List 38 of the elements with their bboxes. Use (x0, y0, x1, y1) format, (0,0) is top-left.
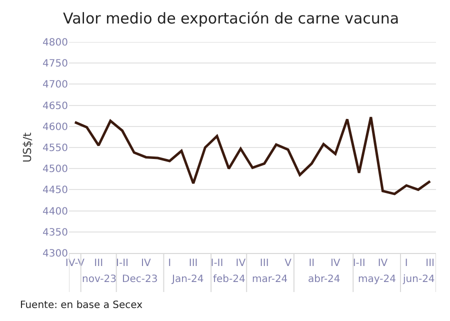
y-tick-label: 4400 (42, 206, 68, 218)
text: jun-24 (402, 274, 435, 285)
x-tick-label: III (94, 258, 104, 269)
x-tick-label: II (308, 258, 315, 269)
x-tick-label: III (426, 258, 435, 269)
y-tick-label: 4300 (42, 248, 68, 260)
y-tick-label: 4600 (42, 122, 68, 133)
y-tick-label: 4700 (42, 80, 68, 91)
text: abr-24 (308, 274, 340, 285)
x-tick-label: I-II (210, 258, 224, 269)
y-tick-label: 4800 (42, 38, 68, 48)
x-tick-label: IV (236, 258, 246, 269)
y-tick-label: 4650 (42, 100, 68, 112)
y-tick-label: 4350 (42, 227, 68, 238)
x-tick-label: III (188, 258, 198, 269)
text: nov-23 (82, 274, 116, 285)
x-tick-label: IV (378, 258, 388, 269)
x-tick-label: I-II (116, 258, 129, 269)
text: Dec-23 (122, 274, 158, 285)
x-tick-label: I (168, 258, 172, 269)
text: Jan-24 (171, 274, 204, 285)
source-note: Fuente: en base a Secex (20, 300, 143, 311)
y-tick-label: 4550 (42, 143, 68, 154)
chart-title: Valor medio de exportación de carne vacuna (63, 9, 400, 28)
text: feb-24 (213, 274, 246, 285)
x-tick-label: I (404, 258, 408, 269)
text: may-24 (358, 274, 396, 285)
x-tick-label: V (284, 258, 292, 269)
text: mar-24 (252, 274, 288, 285)
x-tick-label: IV (330, 258, 340, 269)
x-tick-label: III (260, 258, 269, 269)
y-axis-title: US$/t (21, 132, 34, 163)
y-tick-label: 4450 (42, 185, 68, 196)
y-tick-label: 4500 (42, 164, 68, 176)
y-tick-label: 4750 (42, 58, 68, 70)
line-series (74, 116, 432, 196)
x-tick-label: IV (141, 258, 151, 269)
x-tick-label: I-II (352, 258, 366, 269)
